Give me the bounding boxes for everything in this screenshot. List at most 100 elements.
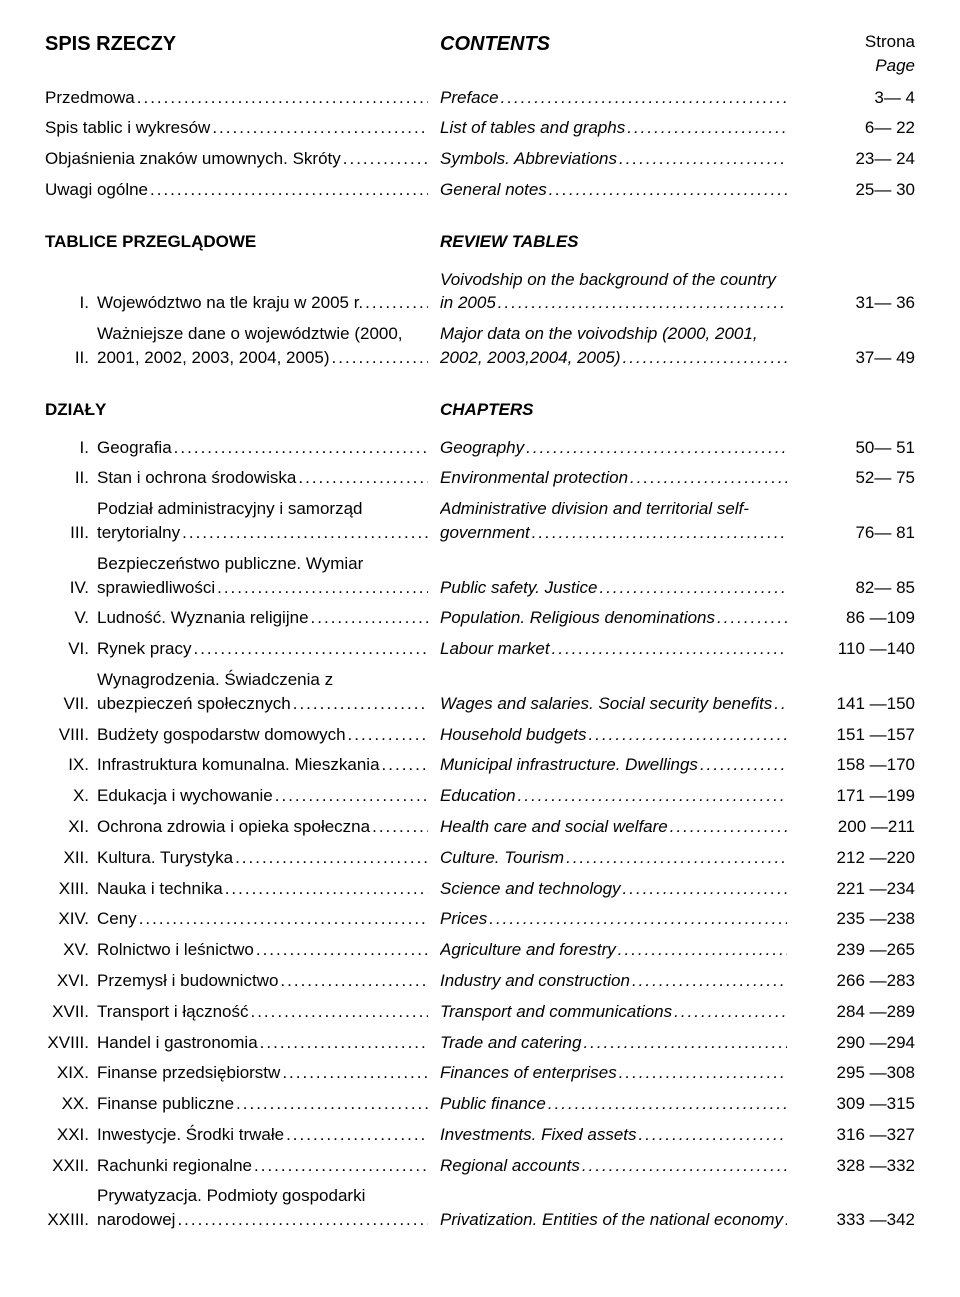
entry-pages: 151 —157 <box>795 723 915 747</box>
toc-row: I.GeografiaGeography50— 51 <box>45 436 915 460</box>
entry-left-text: Transport i łączność <box>97 1000 428 1024</box>
entry-pages: 235 —238 <box>795 907 915 931</box>
entry-numeral: XIV. <box>45 907 97 931</box>
entry-right-text: Trade and catering <box>440 1031 787 1055</box>
entry-right-text: Transport and communications <box>440 1000 787 1024</box>
entry-numeral: II. <box>45 466 97 490</box>
entry-pages: 328 —332 <box>795 1154 915 1178</box>
entry-left-text: Spis tablic i wykresów <box>45 116 428 140</box>
title-row: SPIS RZECZY CONTENTS Strona Page <box>45 30 915 78</box>
entry-left-text: Województwo na tle kraju w 2005 r. <box>97 291 428 315</box>
entry-numeral: XIII. <box>45 877 97 901</box>
entry-right-text: Culture. Tourism <box>440 846 787 870</box>
toc-row: XVIII.Handel i gastronomiaTrade and cate… <box>45 1031 915 1055</box>
review-heading-row: TABLICE PRZEGLĄDOWE REVIEW TABLES <box>45 216 915 260</box>
entry-pages: 82— 85 <box>795 576 915 600</box>
entry-numeral: XI. <box>45 815 97 839</box>
entry-right-text: Industry and construction <box>440 969 787 993</box>
entry-pages: 31— 36 <box>795 291 915 315</box>
entry-right-text: Public safety. Justice <box>440 576 787 600</box>
entry-numeral: XVI. <box>45 969 97 993</box>
entry-left-text: Edukacja i wychowanie <box>97 784 428 808</box>
toc-row: XXI.Inwestycje. Środki trwałeInvestments… <box>45 1123 915 1147</box>
entry-left-text: Bezpieczeństwo publiczne. Wymiar sprawie… <box>97 552 428 600</box>
entry-right-text: Preface <box>440 86 787 110</box>
entry-pages: 239 —265 <box>795 938 915 962</box>
page-label-en: Page <box>795 54 915 78</box>
entry-pages: 86 —109 <box>795 606 915 630</box>
entry-left-text: Kultura. Turystyka <box>97 846 428 870</box>
entry-right-text: Prices <box>440 907 787 931</box>
entry-left-text: Finanse przedsiębiorstw <box>97 1061 428 1085</box>
entry-pages: 37— 49 <box>795 346 915 370</box>
entry-left-text: Rachunki regionalne <box>97 1154 428 1178</box>
entry-left-text: Inwestycje. Środki trwałe <box>97 1123 428 1147</box>
toc-row: XXIII.Prywatyzacja. Podmioty gospodarki … <box>45 1184 915 1232</box>
toc-row: IV.Bezpieczeństwo publiczne. Wymiar spra… <box>45 552 915 600</box>
entry-numeral: VII. <box>45 692 97 716</box>
entry-pages: 316 —327 <box>795 1123 915 1147</box>
entry-right-text: Labour market <box>440 637 787 661</box>
entry-pages: 158 —170 <box>795 753 915 777</box>
chapters-heading-row: DZIAŁY CHAPTERS <box>45 384 915 428</box>
entry-left-text: Nauka i technika <box>97 877 428 901</box>
title-left: SPIS RZECZY <box>45 33 176 55</box>
toc-row: X.Edukacja i wychowanieEducation171 —199 <box>45 784 915 808</box>
review-section: I.Województwo na tle kraju w 2005 r. Voi… <box>45 268 915 370</box>
entry-pages: 76— 81 <box>795 521 915 545</box>
entry-pages: 333 —342 <box>795 1208 915 1232</box>
entry-right-text: Science and technology <box>440 877 787 901</box>
entry-pages: 52— 75 <box>795 466 915 490</box>
page-label-pl: Strona <box>795 30 915 54</box>
entry-numeral: XXIII. <box>45 1208 97 1232</box>
entry-left-text: Objaśnienia znaków umownych. Skróty <box>45 147 428 171</box>
entry-right-text: Population. Religious denominations <box>440 606 787 630</box>
toc-row: XIII.Nauka i technika Science and technol… <box>45 877 915 901</box>
entry-numeral: I. <box>45 291 97 315</box>
entry-pages: 3— 4 <box>795 86 915 110</box>
entry-left-text: Ochrona zdrowia i opieka społeczna <box>97 815 428 839</box>
entry-right-text: Environmental protection <box>440 466 787 490</box>
toc-row: Uwagi ogólneGeneral notes25— 30 <box>45 178 915 202</box>
entry-right-text: Agriculture and forestry <box>440 938 787 962</box>
entry-numeral: XXII. <box>45 1154 97 1178</box>
entry-right-text: Voivodship on the background of the coun… <box>440 268 787 316</box>
entry-numeral: III. <box>45 521 97 545</box>
title-right: CONTENTS <box>440 33 550 55</box>
entry-pages: 141 —150 <box>795 692 915 716</box>
entry-numeral: VIII. <box>45 723 97 747</box>
page-header: Strona Page <box>795 30 915 78</box>
entry-right-text: Municipal infrastructure. Dwellings <box>440 753 787 777</box>
toc-row: XIX.Finanse przedsiębiorstwFinances of e… <box>45 1061 915 1085</box>
entry-pages: 25— 30 <box>795 178 915 202</box>
entry-numeral: XII. <box>45 846 97 870</box>
entry-left-text: Przedmowa <box>45 86 428 110</box>
chapters-heading-left: DZIAŁY <box>45 398 440 422</box>
entry-pages: 171 —199 <box>795 784 915 808</box>
entry-right-text: List of tables and graphs <box>440 116 787 140</box>
entry-pages: 50— 51 <box>795 436 915 460</box>
review-heading-right: REVIEW TABLES <box>440 230 795 254</box>
toc-row: I.Województwo na tle kraju w 2005 r. Voi… <box>45 268 915 316</box>
toc-row: XVI.Przemysł i budownictwoIndustry and c… <box>45 969 915 993</box>
entry-right-text: Symbols. Abbreviations <box>440 147 787 171</box>
entry-left-text: Ludność. Wyznania religijne <box>97 606 428 630</box>
entry-numeral: XX. <box>45 1092 97 1116</box>
entry-pages: 266 —283 <box>795 969 915 993</box>
chapters-heading-right: CHAPTERS <box>440 398 795 422</box>
toc-row: XV.Rolnictwo i leśnictwoAgriculture and … <box>45 938 915 962</box>
entry-pages: 309 —315 <box>795 1092 915 1116</box>
entry-right-text: Major data on the voivodship (2000, 2001… <box>440 322 787 370</box>
entry-right-text: Health care and social welfare <box>440 815 787 839</box>
entry-right-text: Education <box>440 784 787 808</box>
toc-row: XXII.Rachunki regionalneRegional account… <box>45 1154 915 1178</box>
toc-row: Objaśnienia znaków umownych. Skróty Symbo… <box>45 147 915 171</box>
entry-pages: 221 —234 <box>795 877 915 901</box>
entry-numeral: I. <box>45 436 97 460</box>
entry-left-text: Stan i ochrona środowiska <box>97 466 428 490</box>
toc-row: V.Ludność. Wyznania religijnePopulation.… <box>45 606 915 630</box>
toc-row: XII.Kultura. TurystykaCulture. Tourism21… <box>45 846 915 870</box>
entry-left-text: Handel i gastronomia <box>97 1031 428 1055</box>
entry-left-text: Ceny <box>97 907 428 931</box>
toc-row: XI.Ochrona zdrowia i opieka społeczna Hea… <box>45 815 915 839</box>
